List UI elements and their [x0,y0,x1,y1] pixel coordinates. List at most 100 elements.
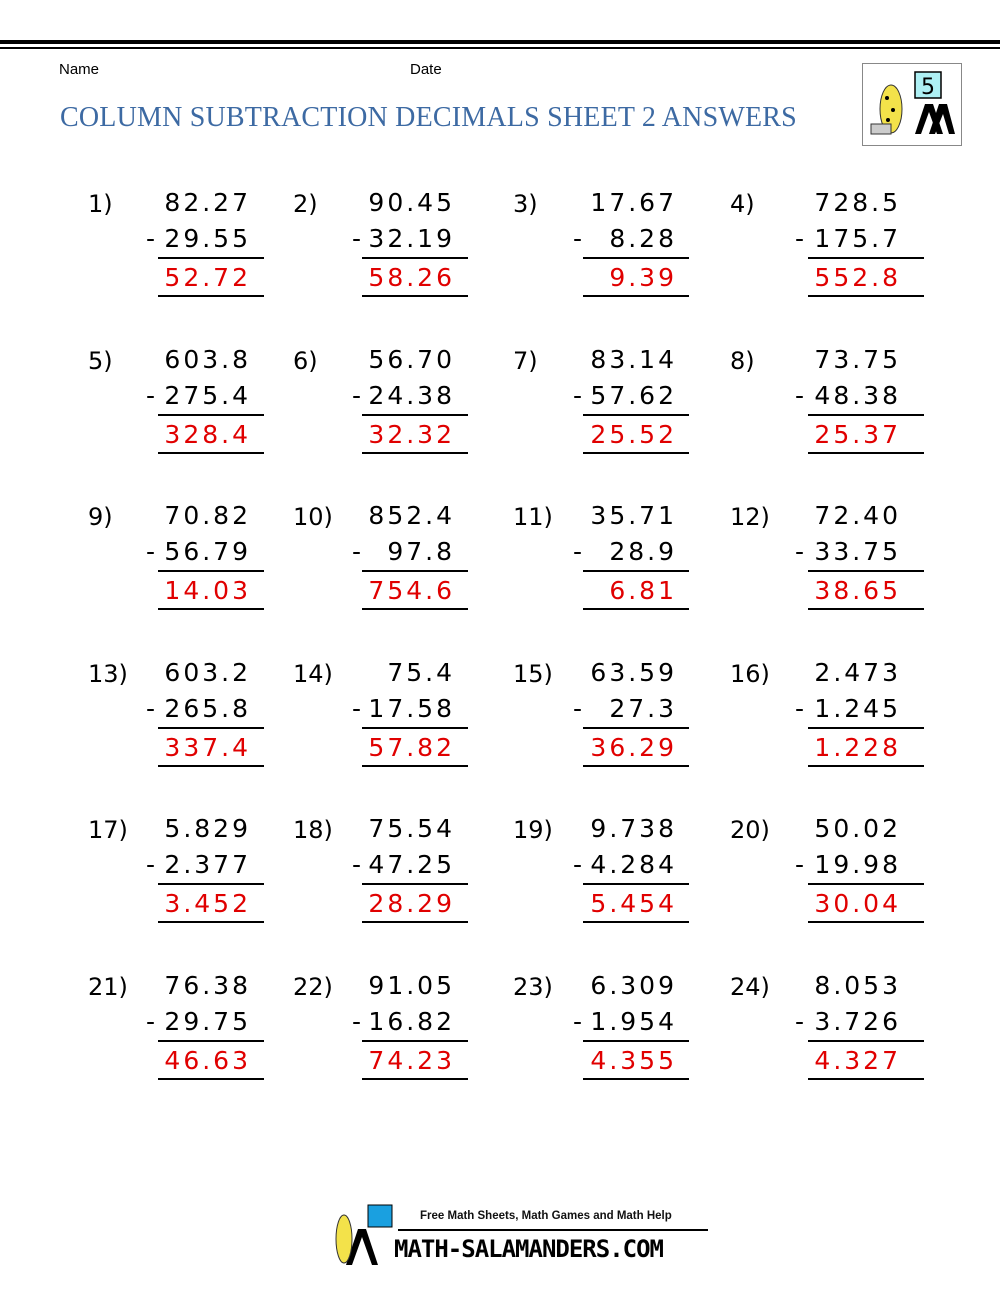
answer-line [158,608,264,610]
footer-logo: Free Math Sheets, Math Games and Math He… [328,1203,708,1269]
problem-number: 22) [293,972,333,1001]
minuend: 6.309 [590,970,677,1000]
subtrahend: 275.4 [164,380,251,410]
subtraction-line [808,257,924,259]
minus-sign: - [795,224,805,253]
minuend: 83.14 [590,344,677,374]
minus-sign: - [352,693,362,723]
subtrahend: 24.38 [368,380,455,410]
answer-line [362,921,468,923]
minus-sign: - [146,380,156,410]
subtraction-line [583,413,689,416]
subtrahend: 29.55 [164,224,251,253]
minuend: 852.4 [368,501,455,530]
answer: 74.23 [368,1045,455,1075]
problem-number: 21) [88,972,128,1001]
minuend: 17.67 [590,188,677,217]
problem-number: 3) [513,190,538,218]
answer-line [583,764,689,767]
subtraction-line [158,257,264,259]
answer: 36.29 [590,732,677,762]
problem-number: 20) [730,816,770,844]
minuend: 76.38 [164,970,251,1000]
problem-number: 2) [293,190,318,218]
answer-line [158,295,264,297]
answer-line [583,451,689,454]
subtrahend: 4.284 [590,850,677,879]
answer: 754.6 [368,576,455,605]
minuend: 75.4 [387,657,455,687]
answer: 25.37 [814,419,901,449]
answer-line [362,1077,468,1080]
problem-number: 23) [513,972,553,1001]
minuend: 56.70 [368,344,455,374]
problem-number: 4) [730,190,755,218]
answer: 46.63 [164,1045,251,1075]
minus-sign: - [795,693,805,723]
problem-number: 1) [88,190,113,218]
minuend: 8.053 [814,970,901,1000]
problem-number: 11) [513,503,553,531]
minuend: 72.40 [814,501,901,530]
subtraction-line [583,570,689,572]
answer: 552.8 [814,263,901,292]
subtrahend: 33.75 [814,537,901,566]
answer-line [808,295,924,297]
answer: 25.52 [590,419,677,449]
problem-number: 5) [88,346,113,375]
answer-line [583,921,689,923]
footer-tagline: Free Math Sheets, Math Games and Math He… [420,1210,672,1222]
problem-number: 6) [293,346,318,375]
header-rule [0,40,1000,44]
answer: 5.454 [590,889,677,918]
problem-number: 18) [293,816,333,844]
problem-number: 15) [513,659,553,688]
subtraction-line [808,1039,924,1042]
answer: 28.29 [368,889,455,918]
minus-sign: - [573,380,583,410]
answer: 4.355 [590,1045,677,1075]
minuend: 35.71 [590,501,677,530]
minuend: 603.8 [164,344,251,374]
subtraction-line [362,883,468,885]
subtrahend: 97.8 [387,537,455,566]
answer-line [808,608,924,610]
page-title: COLUMN SUBTRACTION DECIMALS SHEET 2 ANSW… [60,102,797,133]
subtrahend: 32.19 [368,224,455,253]
answer-line [808,764,924,767]
subtrahend: 1.954 [590,1006,677,1036]
subtrahend: 27.3 [609,693,677,723]
subtraction-line [362,1039,468,1042]
minuend: 5.829 [164,814,251,843]
minuend: 90.45 [368,188,455,217]
minus-sign: - [795,537,805,566]
answer: 337.4 [164,732,251,762]
minus-sign: - [146,850,156,879]
subtraction-line [583,726,689,729]
answer: 30.04 [814,889,901,918]
minuend: 91.05 [368,970,455,1000]
minus-sign: - [146,1006,156,1036]
subtraction-line [808,570,924,572]
salamander-logo: 5 [862,63,962,146]
footer-rule [398,1229,708,1231]
subtraction-line [158,413,264,416]
answer-line [158,451,264,454]
minuend: 63.59 [590,657,677,687]
logo-number: 5 [921,75,935,100]
minus-sign: - [352,537,362,566]
minuend: 70.82 [164,501,251,530]
minuend: 73.75 [814,344,901,374]
minuend: 2.473 [814,657,901,687]
answer: 58.26 [368,263,455,292]
subtrahend: 3.726 [814,1006,901,1036]
subtraction-line [158,570,264,572]
minuend: 9.738 [590,814,677,843]
problem-number: 10) [293,503,333,531]
answer: 328.4 [164,419,251,449]
subtraction-line [808,726,924,729]
name-label: Name [59,61,100,78]
header-rule-thin [0,47,1000,49]
subtraction-line [158,1039,264,1042]
